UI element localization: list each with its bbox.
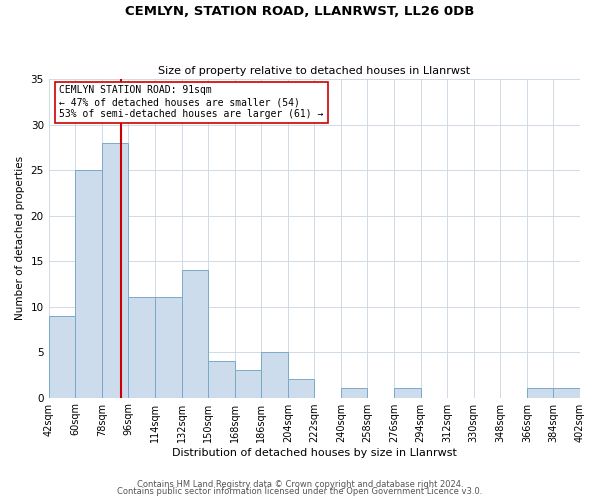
Text: Contains HM Land Registry data © Crown copyright and database right 2024.: Contains HM Land Registry data © Crown c…: [137, 480, 463, 489]
Bar: [208, 361, 235, 398]
Bar: [75, 170, 102, 398]
X-axis label: Distribution of detached houses by size in Llanrwst: Distribution of detached houses by size …: [172, 448, 457, 458]
Bar: [102, 143, 128, 398]
Bar: [155, 298, 182, 398]
Bar: [288, 380, 314, 398]
Text: CEMLYN STATION ROAD: 91sqm
← 47% of detached houses are smaller (54)
53% of semi: CEMLYN STATION ROAD: 91sqm ← 47% of deta…: [59, 86, 323, 118]
Bar: [527, 388, 553, 398]
Bar: [394, 388, 421, 398]
Bar: [553, 388, 580, 398]
Bar: [261, 352, 288, 398]
Bar: [341, 388, 367, 398]
Y-axis label: Number of detached properties: Number of detached properties: [15, 156, 25, 320]
Text: CEMLYN, STATION ROAD, LLANRWST, LL26 0DB: CEMLYN, STATION ROAD, LLANRWST, LL26 0DB: [125, 5, 475, 18]
Title: Size of property relative to detached houses in Llanrwst: Size of property relative to detached ho…: [158, 66, 470, 76]
Text: Contains public sector information licensed under the Open Government Licence v3: Contains public sector information licen…: [118, 487, 482, 496]
Bar: [49, 316, 75, 398]
Bar: [235, 370, 261, 398]
Bar: [182, 270, 208, 398]
Bar: [128, 298, 155, 398]
